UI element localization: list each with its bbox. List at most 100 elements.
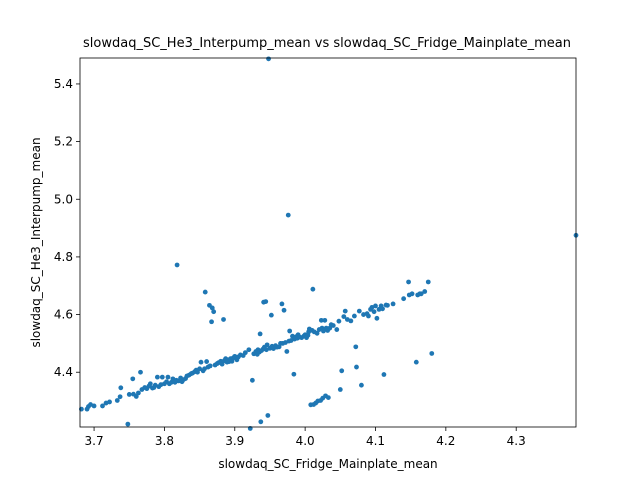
data-point bbox=[221, 317, 226, 322]
data-point bbox=[422, 289, 428, 294]
data-point bbox=[341, 314, 347, 319]
data-point bbox=[174, 262, 180, 268]
data-point bbox=[198, 359, 204, 365]
data-point bbox=[351, 313, 357, 319]
data-point bbox=[409, 291, 415, 297]
data-point bbox=[406, 279, 411, 285]
data-point bbox=[232, 353, 238, 359]
y-tick-label: 4.8 bbox=[54, 250, 73, 264]
data-point bbox=[425, 279, 431, 285]
data-point bbox=[268, 312, 274, 318]
data-point bbox=[385, 302, 390, 308]
data-point bbox=[165, 374, 171, 380]
data-point bbox=[209, 305, 215, 311]
data-point bbox=[371, 309, 377, 315]
data-point bbox=[348, 318, 354, 324]
data-point bbox=[219, 361, 225, 367]
data-point bbox=[359, 382, 364, 388]
data-point bbox=[147, 381, 153, 387]
data-point bbox=[291, 371, 297, 377]
data-point bbox=[390, 301, 396, 307]
data-point bbox=[107, 399, 112, 405]
data-point bbox=[197, 366, 203, 372]
data-point bbox=[366, 313, 371, 319]
y-tick-label: 5.4 bbox=[54, 77, 73, 91]
data-point bbox=[135, 390, 141, 396]
data-point bbox=[159, 374, 165, 380]
data-point bbox=[138, 369, 143, 375]
data-point bbox=[330, 323, 336, 328]
y-axis-label: slowdaq_SC_He3_Interpump_mean bbox=[29, 137, 43, 347]
data-point bbox=[373, 303, 378, 309]
data-point bbox=[266, 56, 271, 62]
data-point bbox=[91, 403, 97, 409]
data-point bbox=[100, 403, 105, 409]
y-tick-label: 4.4 bbox=[54, 365, 73, 379]
data-point bbox=[284, 349, 290, 354]
data-point bbox=[114, 398, 120, 403]
data-point bbox=[204, 359, 210, 364]
data-point bbox=[281, 307, 287, 313]
data-point bbox=[380, 306, 385, 312]
data-point bbox=[418, 291, 424, 297]
data-point bbox=[246, 347, 252, 353]
data-point bbox=[195, 369, 200, 375]
y-tick-label: 5.0 bbox=[54, 192, 73, 206]
data-point bbox=[318, 317, 324, 323]
x-tick-label: 3.8 bbox=[155, 434, 174, 448]
data-point bbox=[354, 364, 359, 370]
data-point bbox=[287, 328, 293, 334]
y-axis: 4.4 4.6 4.8 5.0 5.2 5.4 bbox=[54, 77, 80, 379]
data-point bbox=[337, 387, 343, 392]
plot-frame bbox=[79, 57, 577, 428]
data-point bbox=[325, 395, 331, 400]
data-point bbox=[339, 368, 345, 374]
data-point bbox=[126, 392, 132, 397]
data-point bbox=[413, 359, 419, 365]
data-point bbox=[154, 374, 160, 380]
data-point bbox=[211, 309, 217, 315]
data-point bbox=[264, 342, 270, 348]
data-point bbox=[381, 372, 387, 377]
data-point bbox=[117, 394, 123, 400]
x-tick-label: 3.9 bbox=[225, 434, 244, 448]
data-point bbox=[334, 327, 340, 332]
x-tick-label: 4.3 bbox=[507, 434, 526, 448]
x-tick-label: 4.1 bbox=[366, 434, 385, 448]
data-point bbox=[242, 350, 248, 356]
x-tick-label: 4.0 bbox=[296, 434, 315, 448]
data-point bbox=[258, 419, 264, 425]
data-point bbox=[342, 308, 348, 314]
data-point bbox=[356, 308, 362, 314]
data-point bbox=[285, 212, 291, 218]
data-point bbox=[374, 315, 380, 321]
data-point bbox=[257, 331, 263, 337]
data-point bbox=[310, 286, 316, 292]
y-tick-label: 4.6 bbox=[54, 308, 73, 322]
data-point bbox=[133, 394, 139, 399]
data-point bbox=[314, 330, 320, 336]
data-point bbox=[279, 301, 285, 307]
y-tick-label: 5.2 bbox=[54, 135, 73, 149]
data-point bbox=[202, 289, 208, 295]
data-point bbox=[353, 344, 359, 350]
x-tick-label: 4.2 bbox=[436, 434, 455, 448]
data-point bbox=[249, 377, 255, 383]
data-point bbox=[207, 363, 213, 369]
data-point bbox=[118, 385, 124, 391]
data-point bbox=[265, 413, 271, 418]
x-axis-label: slowdaq_SC_Fridge_Mainplate_mean bbox=[218, 457, 437, 471]
data-point bbox=[336, 318, 342, 324]
data-point bbox=[263, 299, 269, 304]
data-point bbox=[401, 296, 407, 302]
data-point bbox=[130, 376, 136, 382]
chart-title: slowdaq_SC_He3_Interpump_mean vs slowdaq… bbox=[83, 36, 571, 51]
x-axis: 3.7 3.8 3.9 4.0 4.1 4.2 4.3 bbox=[85, 427, 526, 448]
data-point bbox=[322, 317, 328, 323]
data-point bbox=[429, 351, 435, 356]
data-point bbox=[125, 421, 131, 427]
x-tick-label: 3.7 bbox=[85, 434, 104, 448]
data-points bbox=[79, 56, 579, 431]
data-point bbox=[209, 319, 214, 325]
